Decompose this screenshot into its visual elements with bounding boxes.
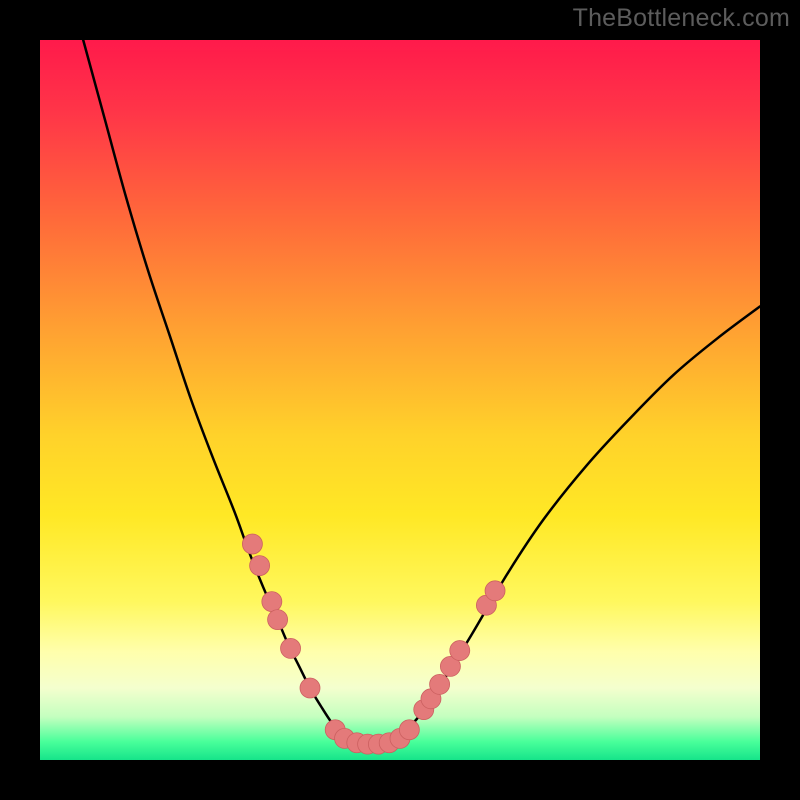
data-marker [450, 641, 470, 661]
data-marker [399, 720, 419, 740]
data-marker [268, 610, 288, 630]
gradient-plot-area [40, 40, 760, 760]
data-marker [281, 638, 301, 658]
bottleneck-chart [0, 0, 800, 800]
data-marker [485, 581, 505, 601]
data-marker [430, 674, 450, 694]
data-marker [300, 678, 320, 698]
data-marker [262, 592, 282, 612]
data-marker [242, 534, 262, 554]
chart-container: TheBottleneck.com [0, 0, 800, 800]
data-marker [250, 556, 270, 576]
watermark-text: TheBottleneck.com [573, 4, 790, 33]
